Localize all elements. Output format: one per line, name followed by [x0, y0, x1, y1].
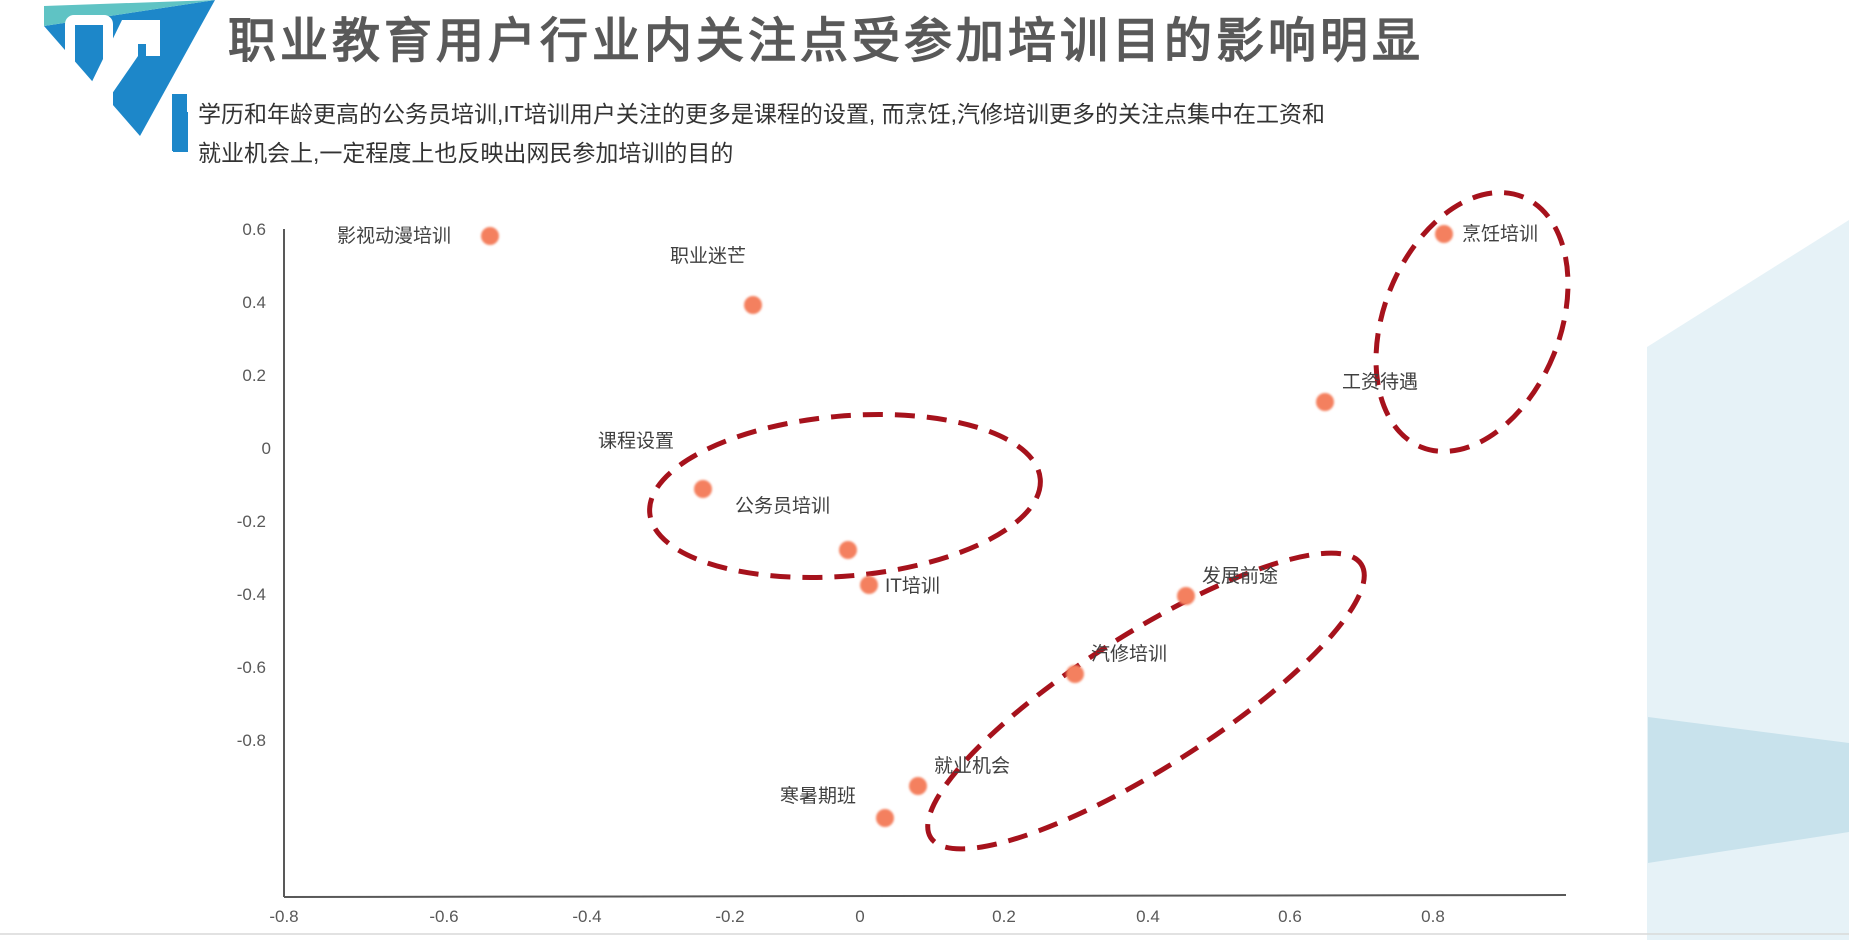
svg-text:-0.2: -0.2	[237, 512, 266, 531]
svg-text:汽修培训: 汽修培训	[1091, 643, 1167, 665]
svg-text:就业机会: 就业机会	[934, 755, 1010, 777]
svg-text:IT培训: IT培训	[885, 575, 940, 597]
svg-text:-0.6: -0.6	[237, 658, 266, 677]
svg-text:0.8: 0.8	[1421, 907, 1445, 926]
svg-text:-0.4: -0.4	[237, 585, 266, 604]
svg-text:公务员培训: 公务员培训	[735, 495, 830, 517]
svg-text:0: 0	[262, 439, 271, 458]
svg-text:0.4: 0.4	[242, 293, 266, 312]
svg-text:0: 0	[855, 907, 864, 926]
svg-text:0.6: 0.6	[1278, 907, 1302, 926]
svg-text:课程设置: 课程设置	[598, 430, 674, 452]
svg-text:0.6: 0.6	[242, 220, 266, 239]
svg-text:寒暑期班: 寒暑期班	[780, 785, 856, 807]
svg-text:-0.8: -0.8	[237, 731, 266, 750]
svg-text:烹饪培训: 烹饪培训	[1462, 223, 1538, 245]
svg-text:0.2: 0.2	[992, 907, 1016, 926]
svg-text:-0.4: -0.4	[572, 907, 601, 926]
svg-text:0.4: 0.4	[1136, 907, 1160, 926]
svg-text:-0.6: -0.6	[429, 907, 458, 926]
svg-text:-0.2: -0.2	[715, 907, 744, 926]
svg-text:工资待遇: 工资待遇	[1342, 371, 1418, 393]
svg-text:0.2: 0.2	[242, 366, 266, 385]
svg-text:-0.8: -0.8	[269, 907, 298, 926]
svg-text:职业迷芒: 职业迷芒	[670, 245, 746, 267]
svg-text:影视动漫培训: 影视动漫培训	[337, 225, 451, 247]
svg-text:发展前途: 发展前途	[1202, 565, 1278, 587]
